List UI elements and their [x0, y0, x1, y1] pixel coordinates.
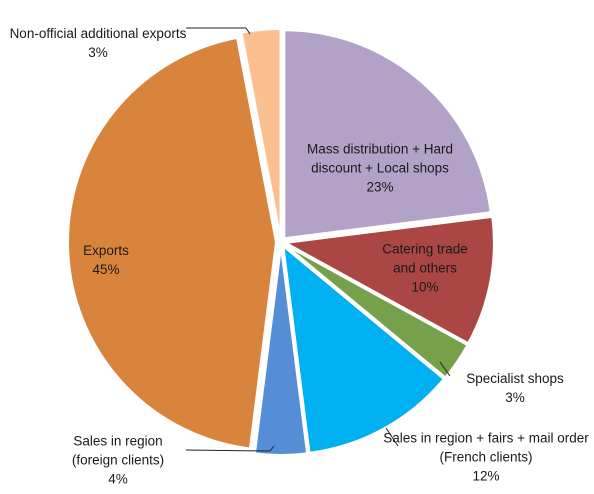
value-label: 12% [472, 468, 500, 484]
leader-line [185, 445, 275, 452]
value-label: 23% [366, 179, 394, 195]
slice-label: Exports 45% [46, 241, 166, 279]
pie-slice [67, 36, 278, 450]
category-label: Sales in region + fairs + mail order (Fr… [383, 430, 589, 465]
value-label: 3% [88, 45, 108, 60]
value-label: 10% [411, 279, 439, 295]
value-label: 45% [92, 262, 120, 277]
category-label: Catering trade and others [382, 241, 468, 276]
category-label: Specialist shops [466, 371, 564, 386]
pie-slice [240, 28, 282, 238]
slice-label: Specialist shops 3% [445, 369, 585, 407]
slice-label: Mass distribution + Hard discount + Loca… [293, 140, 468, 197]
slice-label: Non-official additional exports 3% [6, 24, 191, 62]
pie-slice [253, 246, 309, 456]
leader-line [439, 361, 451, 377]
pie-slice [282, 215, 495, 345]
category-label: Non-official additional exports [9, 26, 187, 41]
category-label: Mass distribution + Hard discount + Loca… [307, 141, 453, 176]
leader-line [186, 27, 251, 35]
slice-label: Sales in region (foreign clients) 4% [53, 432, 183, 489]
value-label: 3% [505, 390, 525, 405]
value-label: 4% [108, 471, 128, 487]
pie-slice [282, 244, 446, 454]
leader-line [385, 427, 399, 447]
slice-label: Sales in region + fairs + mail order (Fr… [381, 429, 591, 486]
category-label: Exports [83, 243, 129, 258]
pie-slice [283, 29, 492, 240]
category-label: Sales in region (foreign clients) [71, 433, 165, 468]
pie-slice [284, 243, 469, 379]
slice-label: Catering trade and others 10% [370, 240, 480, 297]
